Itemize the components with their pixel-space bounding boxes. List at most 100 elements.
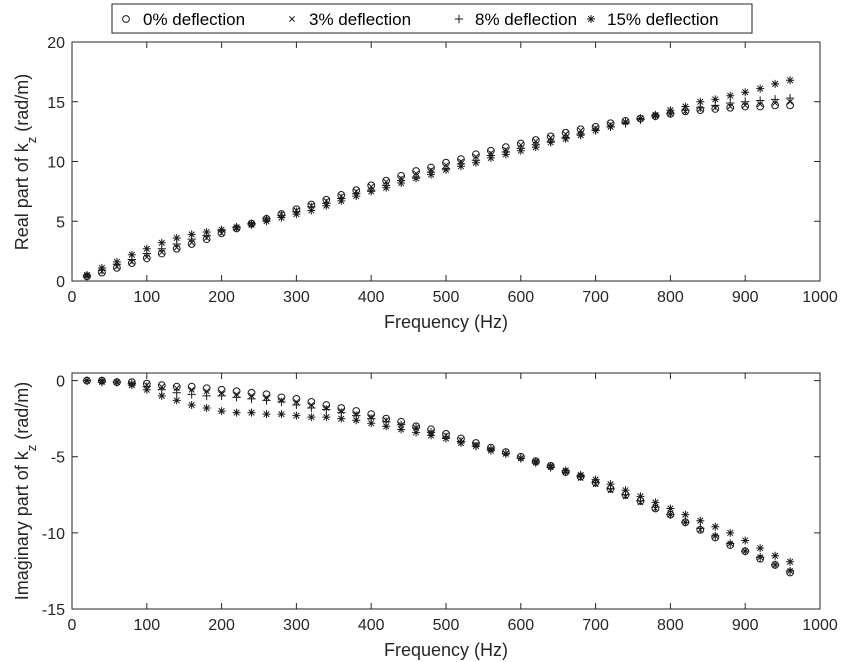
data-point (471, 158, 480, 167)
real-part-chart: 0 100 200 300 400 500 600 700 800 900 1000 0 5 10 15 20… (12, 35, 838, 332)
data-point (606, 122, 615, 131)
ytick-label: 5 (56, 214, 65, 231)
data-point (636, 114, 645, 123)
xtick-label: 900 (732, 289, 759, 306)
data-point (112, 378, 121, 387)
data-point (546, 138, 555, 147)
data-point (681, 518, 690, 527)
legend-marker-0 (122, 15, 130, 23)
data-point (636, 492, 645, 501)
data-point (576, 471, 585, 480)
data-point (471, 442, 480, 451)
xtick-label: 300 (283, 289, 310, 306)
data-point (412, 174, 421, 183)
plot-area-imag (71, 372, 821, 610)
data-point (442, 165, 450, 174)
legend-box (111, 3, 753, 34)
ylabel-imag-main: Imaginary part of k (12, 450, 32, 600)
data-point (142, 385, 151, 394)
data-point (188, 386, 195, 393)
data-point (142, 244, 151, 253)
ytick-label: 20 (47, 35, 65, 52)
data-point (352, 416, 361, 425)
data-point (397, 179, 406, 188)
xtick-label: 0 (68, 289, 77, 306)
data-point (307, 413, 316, 422)
data-point (546, 461, 555, 470)
data-point (726, 91, 735, 100)
data-point (82, 271, 91, 280)
xtick-label: 300 (283, 617, 310, 634)
ytick-label: -5 (51, 450, 65, 467)
data-point (756, 84, 765, 93)
legend: 0% deflection 3% deflection 8% deflectio… (111, 3, 753, 34)
data-point (456, 162, 465, 171)
data-point (397, 425, 406, 434)
data-point (651, 498, 660, 507)
ylabel-real-unit: (rad/m) (12, 74, 32, 137)
xtick-label: 600 (507, 617, 534, 634)
data-point (172, 396, 181, 405)
data-point (726, 539, 735, 548)
data-point (756, 544, 765, 553)
xlabel-imag: Frequency (Hz) (384, 640, 508, 660)
xlabel-real: Frequency (Hz) (384, 312, 508, 332)
ylabel-imag-unit: (rad/m) (12, 382, 32, 445)
data-point (696, 516, 705, 525)
data-point (187, 230, 196, 239)
data-point (277, 397, 286, 407)
data-point (456, 439, 465, 448)
data-point (97, 376, 106, 385)
data-point (785, 566, 795, 576)
data-point (82, 376, 91, 385)
xtick-label: 200 (208, 289, 235, 306)
data-point (591, 126, 600, 135)
data-point (486, 153, 495, 162)
data-point (172, 233, 181, 242)
data-point (97, 263, 106, 272)
axis-ticks-imag: 0 100 200 300 400 500 600 700 800 900 1000 -15 -10 -5… (42, 373, 838, 634)
data-points-imag (82, 376, 795, 577)
data-point (741, 536, 750, 545)
ytick-label: 10 (47, 155, 65, 172)
legend-label-0: 0% deflection (143, 10, 245, 29)
xtick-label: 700 (582, 289, 609, 306)
data-point (112, 257, 121, 266)
data-point (127, 381, 136, 390)
data-point (187, 400, 196, 409)
data-point (501, 150, 510, 159)
data-point (307, 403, 316, 413)
data-point (173, 385, 180, 392)
xtick-label: 400 (358, 617, 385, 634)
data-point (681, 510, 690, 519)
data-point (711, 95, 720, 104)
data-point (755, 553, 765, 562)
data-point (247, 408, 256, 417)
data-point (203, 388, 210, 395)
data-point (427, 170, 436, 179)
ylabel-imag-sub: z (24, 445, 39, 452)
ylabel-imag: Imaginary part of kz (rad/m) (12, 382, 39, 601)
data-point (696, 524, 705, 533)
data-point (711, 531, 720, 541)
data-point (486, 446, 495, 455)
legend-label-3: 15% deflection (607, 10, 719, 29)
data-point (127, 250, 136, 259)
data-point (202, 404, 211, 413)
ytick-label: -10 (42, 526, 65, 543)
imaginary-part-chart: 0 100 200 300 400 500 600 700 800 900 1000 -15 -10 -5… (12, 372, 838, 660)
data-point (322, 201, 331, 210)
data-point (576, 131, 585, 140)
data-point (262, 217, 271, 226)
data-point (621, 486, 630, 495)
xtick-label: 400 (358, 289, 385, 306)
data-point (785, 93, 795, 103)
data-point (531, 457, 540, 466)
data-point (277, 410, 286, 419)
data-point (755, 96, 765, 105)
xtick-label: 0 (68, 617, 77, 634)
data-point (202, 391, 211, 401)
legend-marker-3 (587, 15, 595, 23)
data-point (771, 79, 780, 88)
